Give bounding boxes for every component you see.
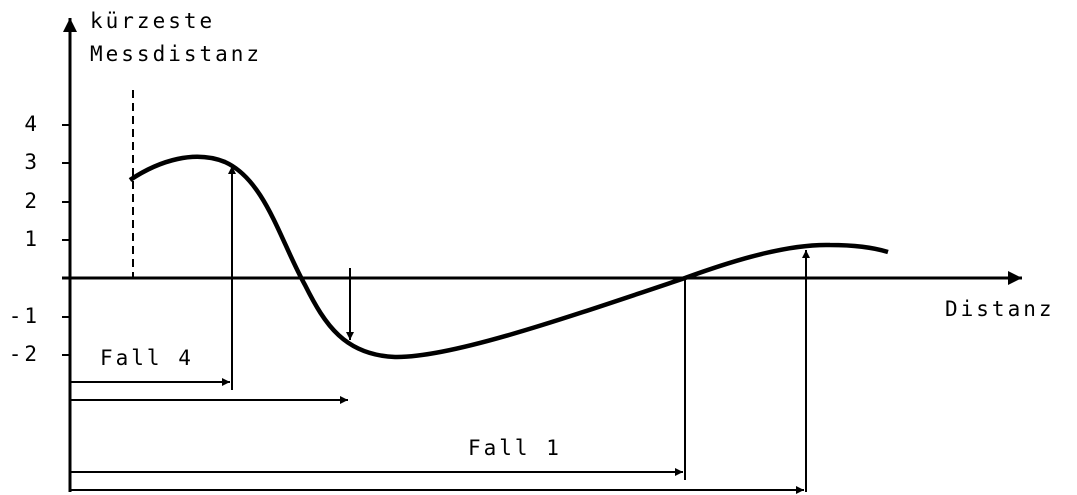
y-tick-label: 3 (24, 150, 40, 174)
x-label: Distanz (945, 297, 1055, 321)
case-label: Fall 4 (100, 346, 194, 370)
y-tick-label: -2 (9, 342, 40, 366)
y-tick-label: 1 (24, 227, 40, 251)
y-tick-label: -1 (9, 304, 40, 328)
y-tick-marks (62, 124, 70, 356)
curve (128, 154, 889, 360)
y-label: Messdistanz (90, 42, 262, 66)
y-tick-label: 2 (24, 189, 40, 213)
case-label: Fall 1 (468, 436, 562, 460)
y-tick-label: 4 (24, 112, 40, 136)
y-label: kürzeste (90, 9, 215, 33)
